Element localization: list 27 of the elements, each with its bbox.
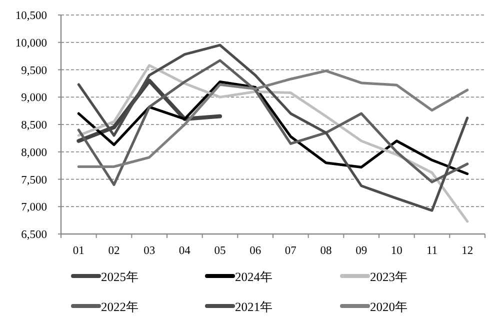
x-tick-label: 12 bbox=[462, 245, 474, 257]
x-tick-label: 04 bbox=[178, 245, 191, 257]
x-tick-label: 06 bbox=[250, 245, 262, 257]
legend-label: 2023年 bbox=[370, 270, 408, 284]
y-tick-label: 9,000 bbox=[21, 92, 48, 104]
y-tick-label: 7,000 bbox=[21, 202, 48, 214]
x-tick-label: 07 bbox=[284, 245, 297, 257]
y-tick-label: 8,000 bbox=[21, 146, 48, 159]
x-tick-label: 11 bbox=[426, 245, 438, 257]
legend-label: 2020年 bbox=[370, 300, 408, 314]
y-tick-label: 6,500 bbox=[21, 229, 48, 241]
x-tick-label: 03 bbox=[144, 245, 156, 257]
x-tick-label: 08 bbox=[320, 245, 332, 257]
y-tick-label: 10,000 bbox=[15, 37, 48, 50]
legend-label: 2025年 bbox=[101, 270, 139, 284]
y-tick-label: 9,500 bbox=[21, 64, 48, 77]
x-tick-label: 02 bbox=[108, 245, 120, 257]
x-tick-label: 09 bbox=[356, 245, 368, 257]
x-tick-label: 01 bbox=[72, 245, 85, 257]
x-tick-label: 10 bbox=[390, 245, 403, 257]
x-tick-label: 05 bbox=[214, 245, 226, 257]
legend-label: 2024年 bbox=[235, 270, 273, 284]
y-tick-label: 10,500 bbox=[15, 10, 48, 22]
legend-label: 2021年 bbox=[235, 300, 273, 314]
y-tick-label: 7,500 bbox=[21, 174, 48, 186]
legend-label: 2022年 bbox=[101, 300, 139, 314]
y-tick-label: 8,500 bbox=[21, 120, 48, 132]
